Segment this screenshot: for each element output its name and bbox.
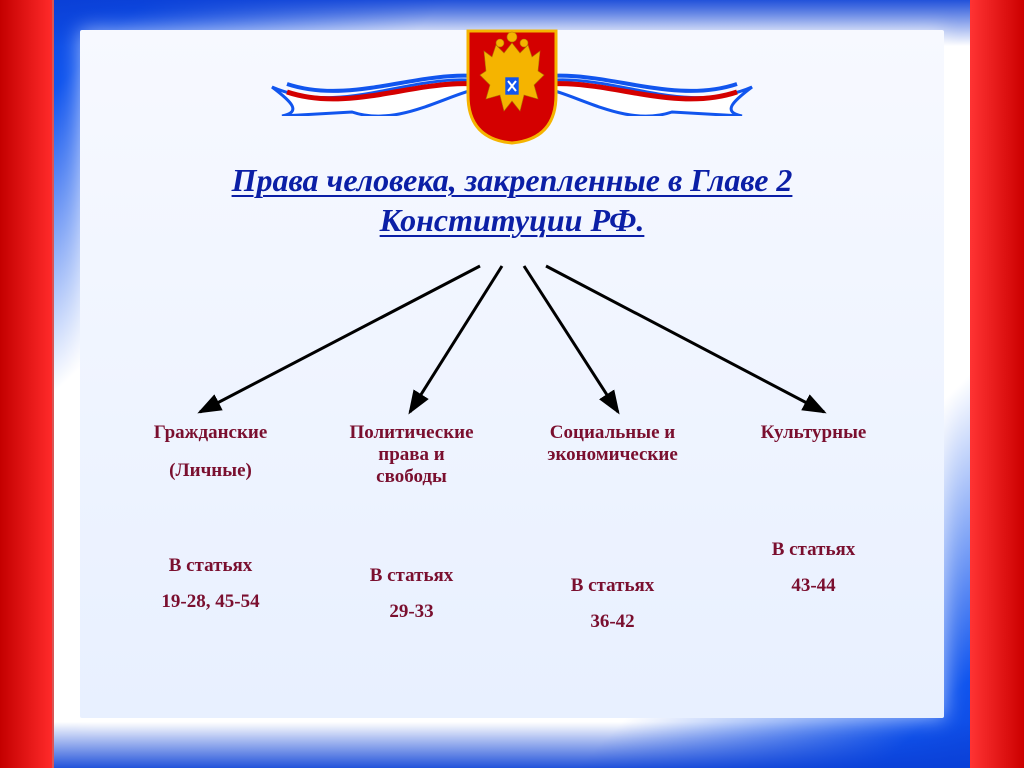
category-label: Политические права и свободы	[317, 422, 506, 514]
articles-block: В статьях 36-42	[518, 568, 707, 640]
content-panel: Права человека, закрепленные в Главе 2 К…	[80, 30, 944, 718]
slide-title: Права человека, закрепленные в Главе 2 К…	[80, 160, 944, 240]
diagram-arrows	[80, 262, 944, 422]
title-line-2: Конституции РФ.	[80, 200, 944, 240]
coat-of-arms-icon	[460, 25, 564, 145]
column-cultural: Культурные В статьях 43-44	[713, 422, 914, 640]
presentation-slide: Права человека, закрепленные в Главе 2 К…	[0, 0, 1024, 768]
column-social-economic: Социальные и экономические В статьях 36-…	[512, 422, 713, 640]
articles-block: В статьях 29-33	[317, 558, 506, 630]
articles-block: В статьях 19-28, 45-54	[116, 548, 305, 620]
category-label: Культурные	[719, 422, 908, 514]
column-political: Политические права и свободы В статьях 2…	[311, 422, 512, 640]
columns-row: Гражданские (Личные) В статьях 19-28, 45…	[110, 422, 914, 640]
column-civil: Гражданские (Личные) В статьях 19-28, 45…	[110, 422, 311, 640]
emblem-group	[232, 20, 792, 150]
title-line-1: Права человека, закрепленные в Главе 2	[80, 160, 944, 200]
category-label: Гражданские (Личные)	[116, 422, 305, 514]
category-label: Социальные и экономические	[518, 422, 707, 514]
frame-red-left	[0, 0, 54, 768]
frame-red-right	[970, 0, 1024, 768]
articles-block: В статьях 43-44	[719, 532, 908, 604]
